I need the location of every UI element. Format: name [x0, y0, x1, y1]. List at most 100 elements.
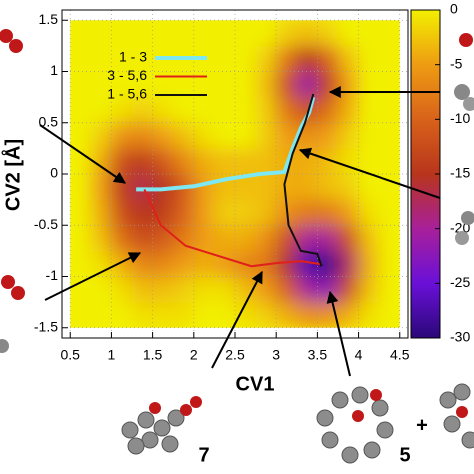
y-tick-label: 0	[50, 165, 58, 181]
heatmap-cell	[296, 71, 318, 98]
arrow	[298, 147, 441, 199]
x-tick-label: 1.5	[143, 347, 163, 363]
heatmap-cell	[90, 20, 112, 47]
heatmap-cell	[90, 71, 112, 98]
heatmap-cell	[275, 250, 298, 277]
heatmap-cell	[255, 224, 277, 252]
heatmap-cell	[337, 224, 360, 252]
legend-label: 1 - 3	[119, 49, 147, 65]
heatmap-cell	[296, 250, 318, 277]
heatmap-cell	[70, 20, 92, 47]
heatmap-cell	[110, 301, 133, 328]
heatmap-cell	[131, 199, 154, 226]
arrow	[326, 290, 351, 377]
heatmap-cell	[110, 147, 133, 175]
heatmap-cell	[337, 45, 360, 72]
y-tick-label: 0.5	[39, 113, 59, 129]
heatmap-cell	[110, 71, 133, 98]
molecules	[0, 29, 474, 464]
arrow	[211, 270, 263, 369]
heatmap-cell	[337, 147, 360, 175]
heatmap-cell	[152, 250, 174, 277]
heatmap-cell	[110, 173, 133, 201]
heatmap-cell	[296, 20, 318, 47]
heatmap-cell	[172, 71, 195, 98]
heatmap-cell	[255, 199, 277, 226]
y-axis-label: CV2 [Å]	[0, 139, 24, 211]
heatmap-cell	[275, 71, 298, 98]
colorbar-tick-label: -5	[450, 55, 463, 71]
heatmap-cell	[90, 199, 112, 226]
heatmap-cell	[358, 20, 380, 47]
heatmap-cell	[131, 122, 154, 149]
heatmap-cell	[70, 122, 92, 149]
heatmap-cell	[213, 301, 236, 328]
molecule-label: 5	[399, 444, 410, 466]
heatmap-cell	[255, 173, 277, 201]
heatmap-cell	[213, 71, 236, 98]
heatmap-cell	[234, 147, 257, 175]
y-tick-label: 1.5	[39, 11, 59, 27]
heatmap-cell	[337, 276, 360, 303]
heatmap-cell	[152, 173, 174, 201]
heatmap-cell	[213, 250, 236, 277]
heatmap-cell	[152, 301, 174, 328]
heatmap-cell	[172, 122, 195, 149]
heatmap-cell	[255, 45, 277, 72]
heatmap-cell	[275, 96, 298, 124]
heatmap-cell	[70, 301, 92, 328]
heatmap-cell	[90, 122, 112, 149]
heatmap-cell	[110, 276, 133, 303]
heatmap-cell	[358, 250, 380, 277]
heatmap-cell	[152, 147, 174, 175]
path-line	[283, 93, 323, 267]
heatmap-cell	[90, 224, 112, 252]
heatmap-cell	[131, 250, 154, 277]
heatmap-cell	[110, 122, 133, 149]
heatmap-cell	[213, 96, 236, 124]
heatmap-cell	[296, 199, 318, 226]
heatmap-cell	[70, 276, 92, 303]
colorbar-tick-label: 0	[450, 1, 458, 17]
legend-label: 1 - 5,6	[107, 86, 147, 102]
heatmap-cell	[337, 301, 360, 328]
heatmap-cell	[172, 20, 195, 47]
plus-sign: +	[416, 414, 428, 436]
heatmap-cell	[358, 45, 380, 72]
heatmap-cell	[275, 276, 298, 303]
heatmap-cell	[152, 20, 174, 47]
heatmap-cell	[152, 276, 174, 303]
heatmap-cell	[213, 147, 236, 175]
heatmap-cell	[193, 20, 215, 47]
heatmap-cell	[275, 20, 298, 47]
heatmap-cell	[234, 301, 257, 328]
heatmap-cell	[172, 301, 195, 328]
heatmap-cell	[316, 250, 339, 277]
heatmap-cell	[316, 224, 339, 252]
heatmap-cell	[337, 250, 360, 277]
heatmap-cell	[70, 96, 92, 124]
heatmap-cell	[70, 147, 92, 175]
heatmap-cell	[358, 199, 380, 226]
heatmap-cell	[337, 122, 360, 149]
heatmap-cell	[378, 96, 400, 124]
heatmap-cell	[255, 71, 277, 98]
heatmap-cell	[213, 20, 236, 47]
heatmap-cell	[358, 122, 380, 149]
overlay: 0.5 1 1.5 2 2.5 3 3.5 4 4.5 -1.5 -1 -0.5 0 0.5 1 1.5 1 -…	[34, 1, 471, 363]
heatmap-cell	[378, 71, 400, 98]
x-tick-label: 3	[272, 347, 280, 363]
heatmap-cell	[110, 250, 133, 277]
heatmap-cell	[337, 173, 360, 201]
heatmap-cell	[70, 224, 92, 252]
heatmap-cell	[337, 71, 360, 98]
heatmap-cell	[193, 301, 215, 328]
x-tick-label: 4.5	[390, 347, 410, 363]
heatmap-cell	[316, 147, 339, 175]
heatmap-cell	[358, 224, 380, 252]
heatmap-cell	[378, 276, 400, 303]
heatmap-cell	[213, 199, 236, 226]
heatmap-cell	[213, 276, 236, 303]
heatmap-cell	[90, 147, 112, 175]
